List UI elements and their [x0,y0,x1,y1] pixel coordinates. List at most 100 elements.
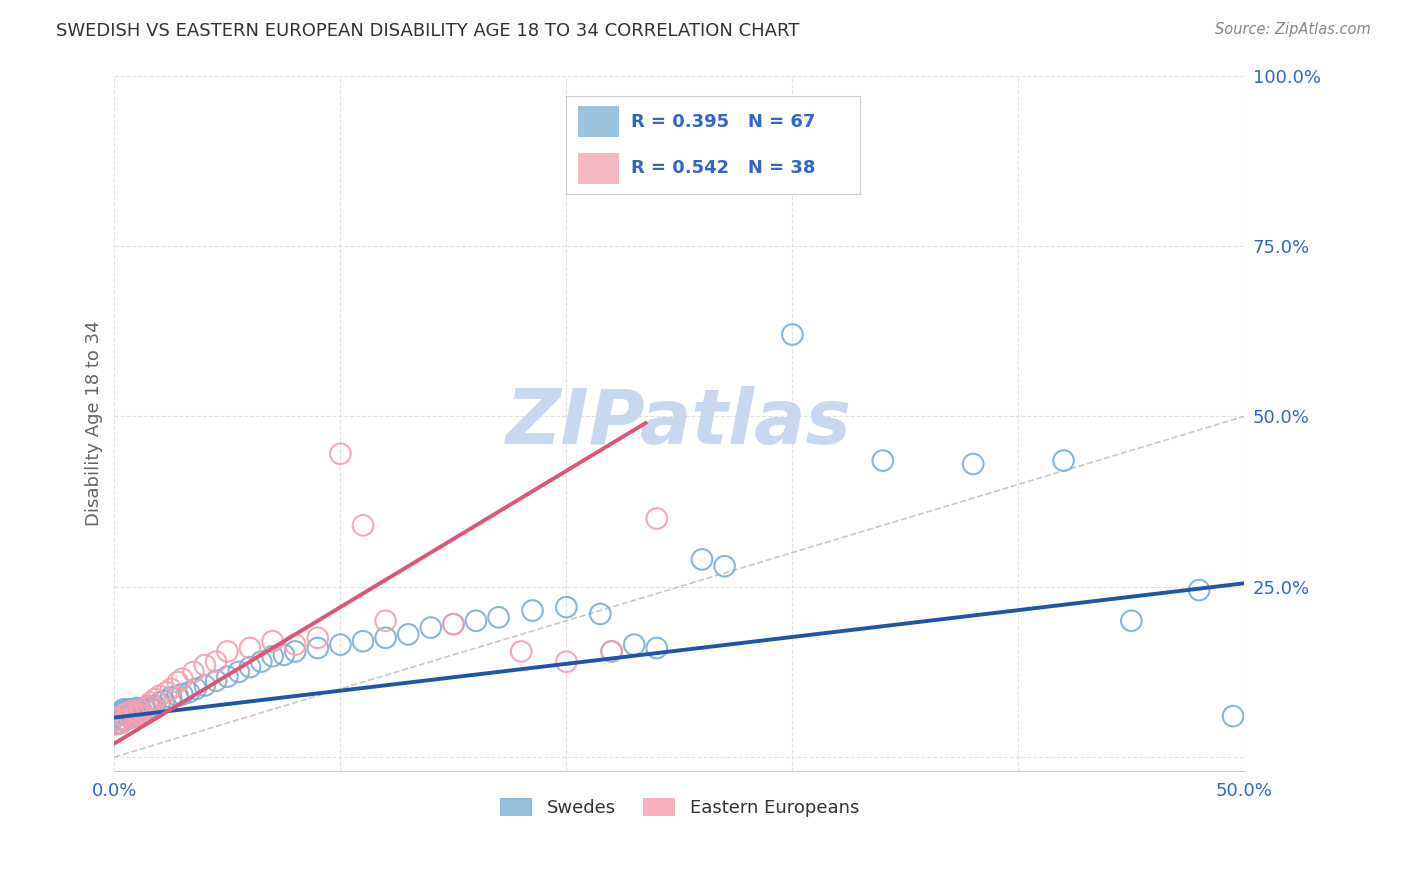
Point [120,710,142,724]
Point [962,457,984,471]
Point [110,716,132,731]
Point [112,702,135,716]
Point [307,631,329,645]
Text: ZIPatlas: ZIPatlas [506,386,852,460]
Point [374,631,396,645]
Point [194,658,217,673]
Point [110,706,132,720]
Point [112,713,135,727]
Point [105,716,128,731]
Point [555,655,578,669]
Point [125,706,148,720]
Point [262,634,284,648]
Point [160,681,183,696]
Point [205,655,228,669]
Point [132,701,155,715]
Text: Source: ZipAtlas.com: Source: ZipAtlas.com [1215,22,1371,37]
Point [465,614,488,628]
Point [589,607,612,621]
Point [555,600,578,615]
Point [142,702,165,716]
Point [166,675,188,690]
Point [488,610,510,624]
Point [645,511,668,525]
Point [441,617,464,632]
Point [217,644,239,658]
Point [262,649,284,664]
Point [713,559,735,574]
Point [135,701,157,715]
Point [117,706,139,720]
Point [217,670,239,684]
Point [522,603,544,617]
Point [131,704,153,718]
Point [172,687,194,701]
Y-axis label: Disability Age 18 to 34: Disability Age 18 to 34 [86,320,103,526]
Point [329,447,352,461]
Point [1188,583,1211,598]
Point [120,710,142,724]
Point [143,698,166,713]
Point [510,644,533,658]
Point [228,665,250,679]
Point [128,707,150,722]
Point [125,709,148,723]
Point [153,694,176,708]
Point [273,648,295,662]
Point [623,638,645,652]
Point [112,707,135,722]
Point [105,709,128,723]
Point [114,713,136,727]
Point [139,701,162,715]
Point [374,614,396,628]
Point [139,696,162,710]
Point [121,709,143,723]
Point [239,640,262,655]
Point [184,681,207,696]
Point [396,627,419,641]
Point [645,640,668,655]
Point [124,707,146,722]
Point [108,706,131,720]
Point [172,672,194,686]
Point [250,655,273,669]
Point [1121,614,1143,628]
Point [419,621,441,635]
Point [108,713,131,727]
Point [329,638,352,652]
Point [352,518,374,533]
Point [600,644,623,658]
Point [114,713,136,727]
Point [143,692,166,706]
Point [284,638,307,652]
Point [690,552,713,566]
Point [117,709,139,723]
Point [117,702,139,716]
Point [205,673,228,688]
Point [441,617,464,632]
Point [121,702,143,716]
Point [872,453,894,467]
Point [1052,453,1074,467]
Legend: Swedes, Eastern Europeans: Swedes, Eastern Europeans [492,790,866,824]
Point [600,644,623,658]
Point [307,640,329,655]
Point [284,644,307,658]
Point [124,709,146,723]
Point [623,123,645,137]
Point [183,665,205,679]
Point [128,706,150,720]
Point [160,690,183,704]
Point [1222,709,1244,723]
Point [114,704,136,718]
Point [135,702,157,716]
Point [782,327,804,342]
Point [136,698,159,713]
Point [136,698,159,713]
Point [352,634,374,648]
Point [239,660,262,674]
Point [166,689,188,703]
Point [177,685,200,699]
Point [149,689,172,703]
Point [110,716,132,731]
